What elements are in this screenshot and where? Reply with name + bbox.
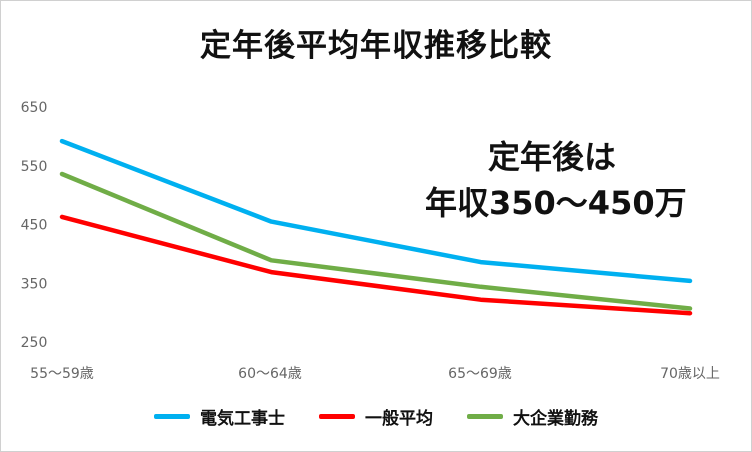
- x-tick-label: 55〜59歳: [30, 366, 94, 382]
- chart-title: 定年後平均年収推移比較: [200, 28, 552, 64]
- legend-item-denki: 電気工事士: [154, 404, 285, 429]
- legend-swatch-daikigyo: [467, 414, 503, 419]
- y-tick-label: 550: [21, 159, 48, 175]
- legend-label-denki: 電気工事士: [200, 409, 285, 429]
- annotation-line-2: 年収350〜450万: [425, 184, 687, 222]
- legend-label-ippan: 一般平均: [365, 409, 433, 429]
- axis-layer: 650 550 450 350 250 55〜59歳 60〜64歳 65〜69歳 70歳以上: [21, 100, 720, 382]
- legend-label-daikigyo: 大企業勤務: [513, 409, 598, 429]
- legend: 電気工事士 一般平均 大企業勤務: [0, 404, 752, 429]
- legend-swatch-ippan: [319, 414, 355, 419]
- legend-item-daikigyo: 大企業勤務: [467, 404, 598, 429]
- y-tick-label: 650: [21, 100, 48, 116]
- legend-item-ippan: 一般平均: [319, 404, 433, 429]
- series-line-1: [59, 214, 693, 316]
- x-tick-label: 70歳以上: [660, 366, 720, 382]
- x-tick-label: 65〜69歳: [448, 366, 512, 382]
- y-tick-label: 350: [21, 276, 48, 292]
- annotation-line-1: 定年後は: [488, 138, 617, 176]
- y-tick-label: 250: [21, 335, 48, 351]
- x-tick-label: 60〜64歳: [238, 366, 302, 382]
- series-line-0: [59, 138, 693, 284]
- series-line-2: [59, 171, 693, 311]
- legend-swatch-denki: [154, 414, 190, 419]
- y-tick-label: 450: [21, 218, 48, 234]
- series-layer: [59, 138, 693, 316]
